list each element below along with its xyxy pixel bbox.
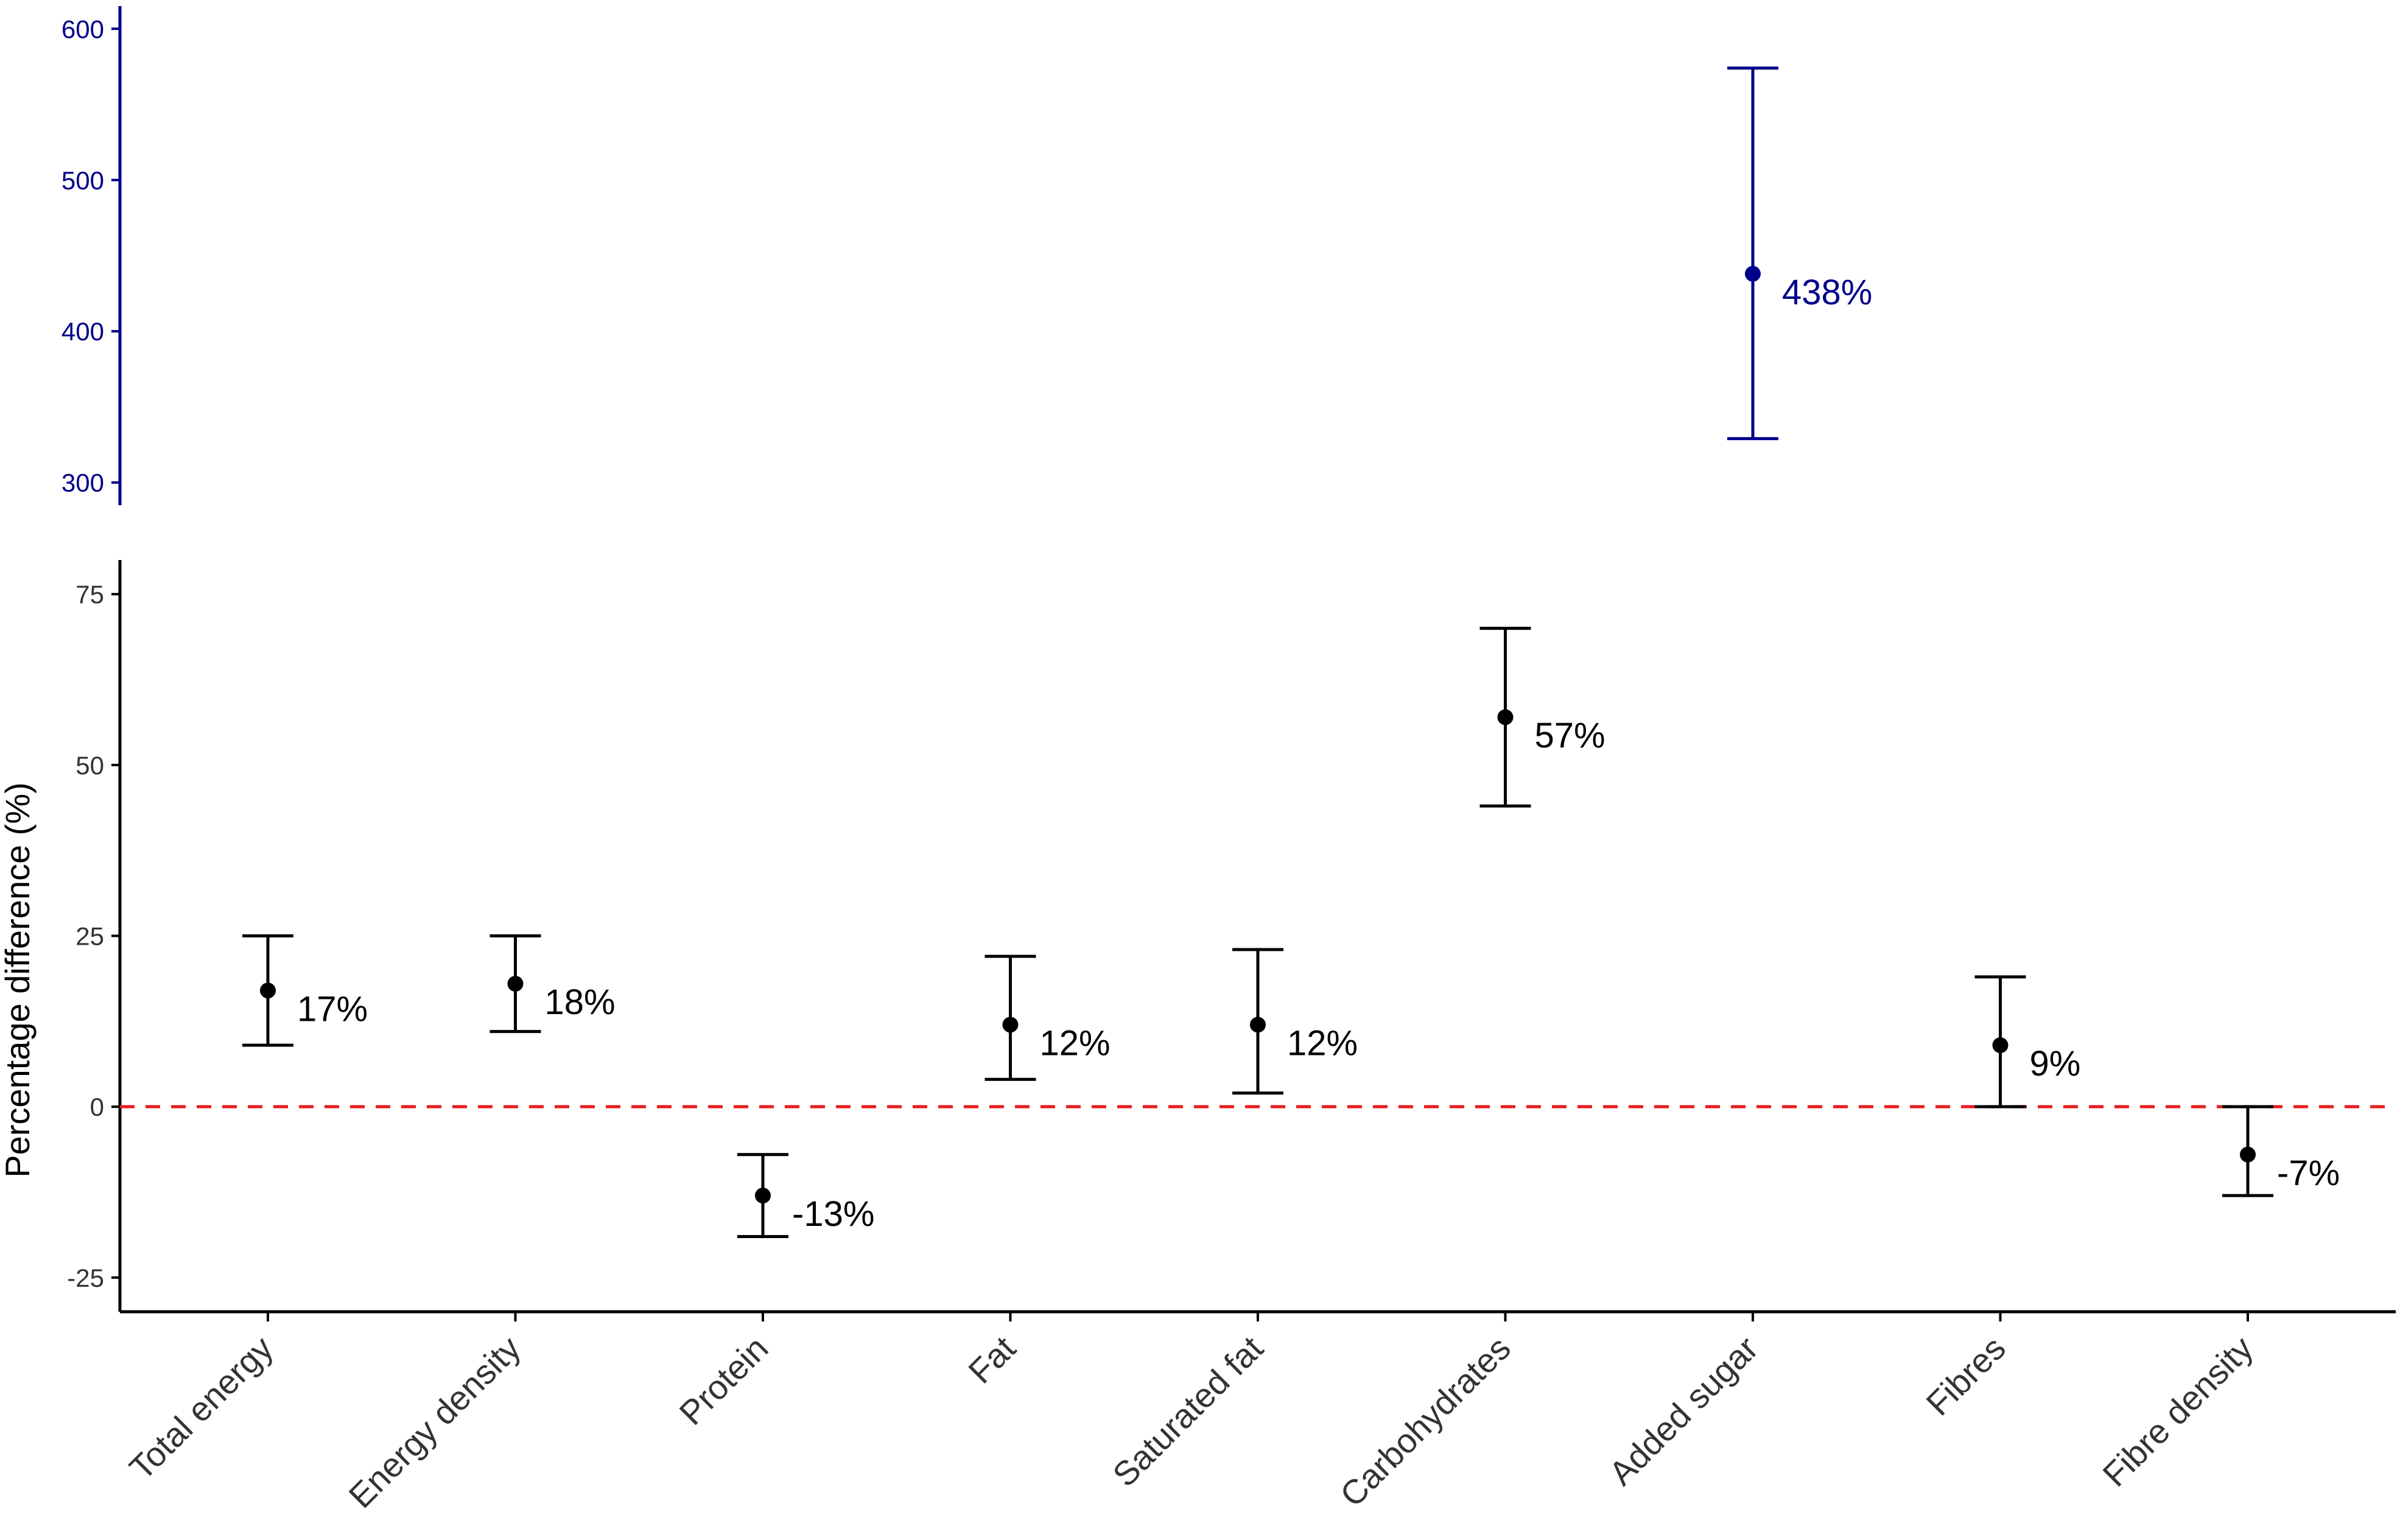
x-tick-label: Total energy	[122, 1329, 280, 1487]
point-estimate	[507, 976, 524, 992]
lower-panel: -25 0 25 50 75 17% 18% -13% 12% 12% 57% 9% -7%	[67, 560, 2396, 1314]
x-axis: Total energy Energy density Protein Fat Satu…	[122, 1312, 2260, 1515]
upper-y-tick-label: 500	[61, 166, 104, 195]
point-estimate	[1002, 1017, 1019, 1033]
data-label: 12%	[1287, 1023, 1358, 1063]
x-tick-label: Energy density	[341, 1329, 527, 1515]
point-estimate	[1992, 1037, 2009, 1054]
x-tick-label: Fibres	[1918, 1329, 2013, 1423]
upper-panel: 300 400 500 600 438%	[61, 6, 1872, 505]
upper-y-tick-label: 400	[61, 317, 104, 346]
lower-y-tick-label: 25	[75, 922, 104, 951]
lower-y-tick-label: 50	[75, 751, 104, 780]
point-estimate	[755, 1188, 771, 1204]
data-label: -13%	[792, 1194, 874, 1234]
lower-y-tick-label: -25	[67, 1264, 104, 1292]
x-tick-label: Added sugar	[1601, 1329, 1765, 1493]
point-estimate	[2240, 1146, 2256, 1163]
point-estimate	[1250, 1017, 1266, 1033]
data-label: 9%	[2030, 1044, 2081, 1083]
x-tick-label: Fibre density	[2095, 1329, 2260, 1494]
data-label: 57%	[1535, 716, 1605, 755]
x-tick-label: Fat	[961, 1329, 1023, 1391]
x-tick-label: Protein	[672, 1329, 775, 1432]
point-estimate	[260, 982, 276, 999]
point-estimate	[1745, 265, 1761, 282]
point-estimate	[1497, 709, 1514, 726]
upper-y-tick-label: 600	[61, 15, 104, 43]
x-tick-label: Carbohydrates	[1333, 1329, 1518, 1514]
data-label: 438%	[1782, 273, 1872, 312]
data-label: 17%	[297, 989, 368, 1029]
upper-y-tick-label: 300	[61, 469, 104, 497]
y-axis-title: Percentage difference (%)	[0, 782, 37, 1178]
x-tick-label: Saturated fat	[1105, 1329, 1271, 1494]
lower-y-tick-label: 0	[90, 1093, 104, 1121]
lower-y-tick-label: 75	[75, 580, 104, 609]
data-label: -7%	[2277, 1153, 2340, 1193]
data-label: 18%	[545, 982, 616, 1022]
data-label: 12%	[1040, 1023, 1111, 1063]
